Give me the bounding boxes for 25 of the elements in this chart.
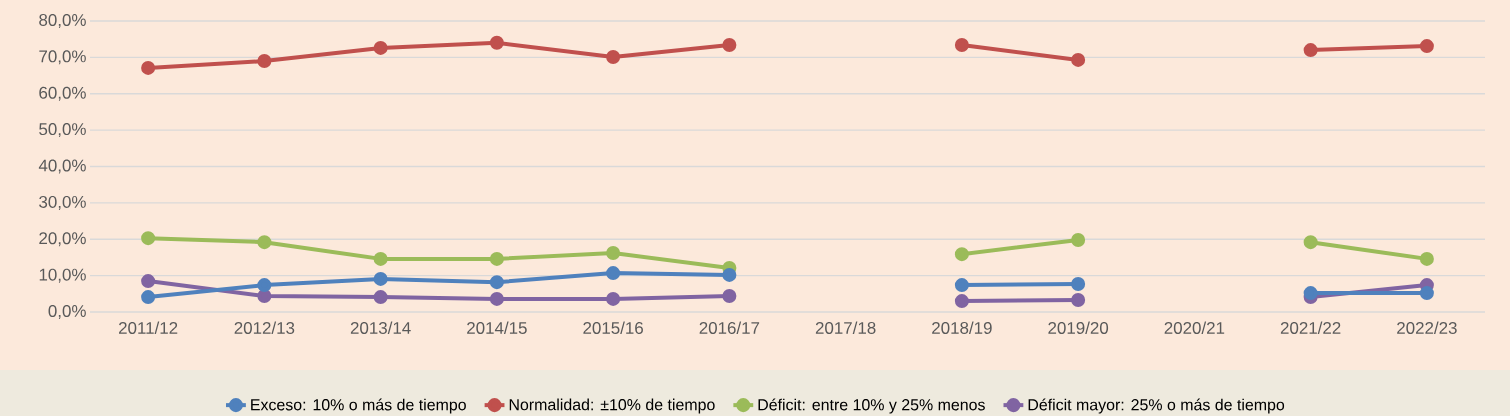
x-tick-label: 2018/19 [932,321,992,334]
legend-label: Déficit mayor: 25% o más de tiempo [1028,398,1285,414]
x-tick-label: 2017/18 [815,321,876,334]
y-tick-label: 50,0% [39,123,86,138]
y-tick-label: 40,0% [38,159,86,174]
x-tick-label: 2022/23 [1397,321,1457,334]
x-tick-label: 2019/20 [1048,321,1109,334]
x-tick-label: 2015/16 [583,321,643,334]
y-tick-label: 20,0% [39,232,86,247]
x-tick-label: 2011/12 [119,321,178,334]
y-tick-label: 10,0% [39,268,86,283]
legend-label: Exceso: 10% o más de tiempo [251,398,466,414]
legend-label: Déficit: entre 10% y 25% menos [758,398,985,414]
y-tick-label: 80,0% [39,14,86,28]
x-tick-label: 2021/22 [1280,321,1341,334]
legend-label: Normalidad: ±10% de tiempo [509,398,715,414]
y-tick-label: 60,0% [39,86,86,101]
x-tick-label: 2014/15 [467,321,527,334]
y-tick-label: 30,0% [39,195,86,210]
x-tick-label: 2016/17 [699,321,760,334]
y-tick-label: 70,0% [39,50,86,65]
y-tick-label: 0,0% [48,305,86,319]
x-tick-label: 2012/13 [234,321,295,334]
x-tick-label: 2013/14 [350,321,411,334]
x-tick-label: 2020/21 [1164,321,1225,334]
